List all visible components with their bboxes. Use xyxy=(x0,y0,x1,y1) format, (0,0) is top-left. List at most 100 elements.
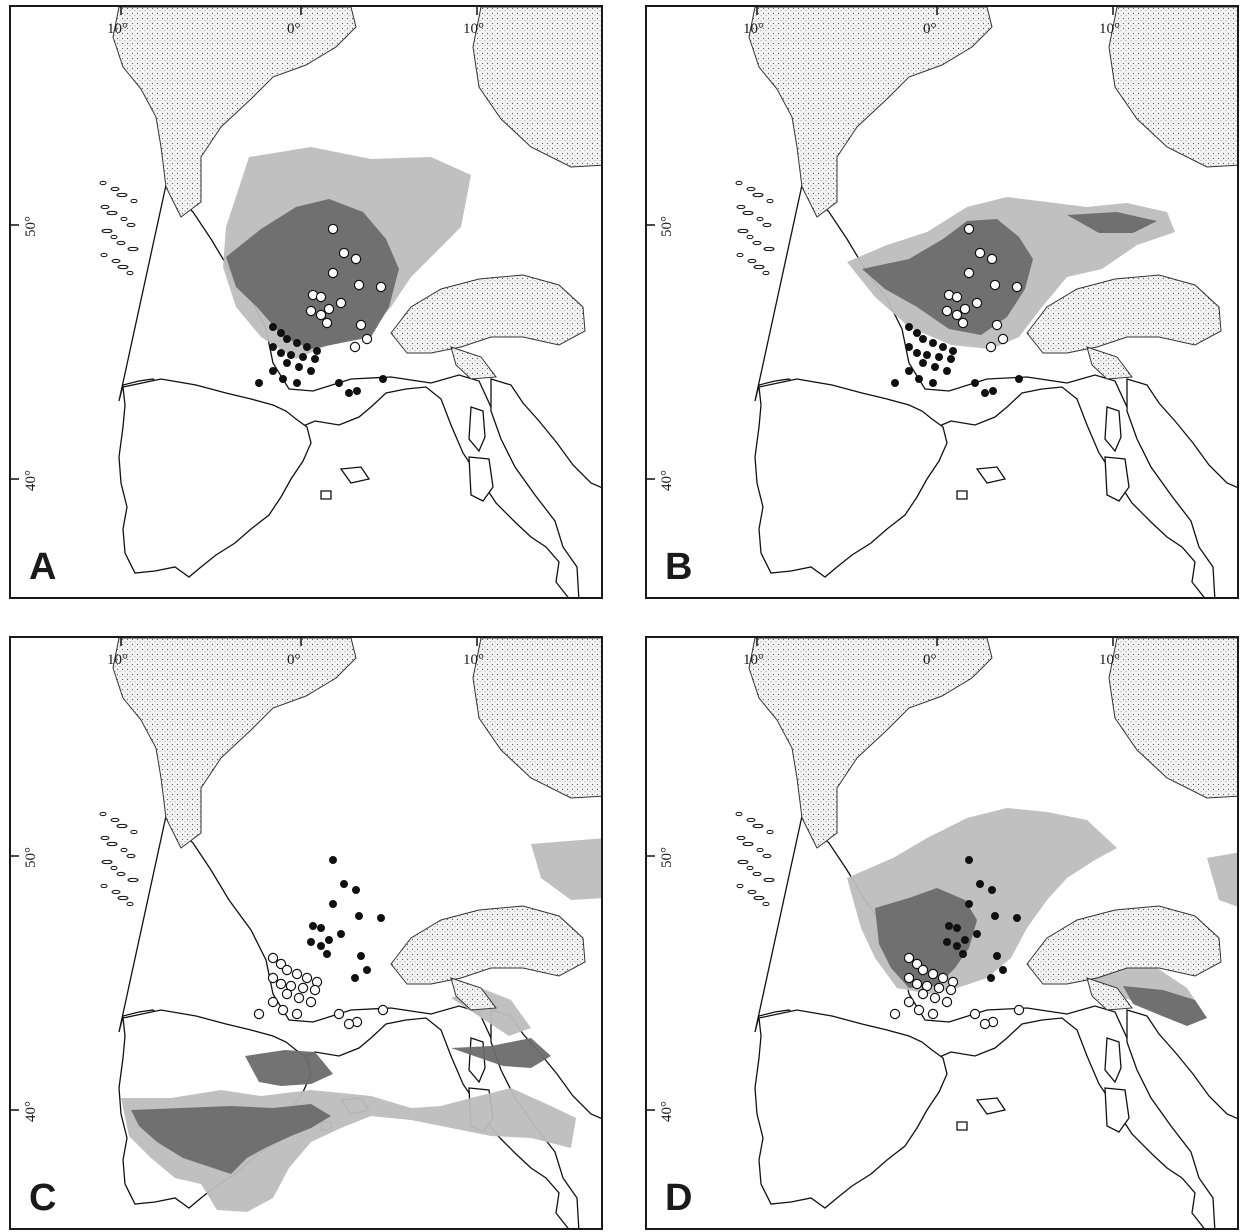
south-point-0 xyxy=(903,952,915,964)
dinaric-ice-cap xyxy=(1086,977,1133,1011)
south-point-12 xyxy=(931,363,940,372)
islet-15 xyxy=(762,270,770,276)
south-point-11 xyxy=(917,988,929,1000)
islet-4 xyxy=(736,835,746,841)
islet-8 xyxy=(737,859,749,865)
lon-label-2: 10° xyxy=(1099,652,1120,668)
south-point-12 xyxy=(929,992,941,1004)
north-point-4 xyxy=(355,912,364,921)
south-point-5 xyxy=(949,347,958,356)
south-point-15 xyxy=(277,1004,289,1016)
south-point-7 xyxy=(911,978,923,990)
south-point-4 xyxy=(301,972,313,984)
italian-peninsula xyxy=(1126,378,1237,597)
suitability-high-0 xyxy=(862,219,1033,335)
south-point-11 xyxy=(283,359,292,368)
south-point-7 xyxy=(913,349,922,358)
atlantic-islets xyxy=(735,180,775,276)
south-point-4 xyxy=(303,343,312,352)
south-point-0 xyxy=(267,952,279,964)
north-point-8 xyxy=(323,303,335,315)
scandinavian-ice-sheet xyxy=(1108,638,1237,799)
south-point-14 xyxy=(943,367,952,376)
british-ice-sheet xyxy=(112,638,357,849)
south-point-13 xyxy=(269,367,278,376)
south-point-3 xyxy=(929,339,938,348)
islet-2 xyxy=(752,192,764,198)
ice-layer xyxy=(112,638,601,1011)
south-point-19 xyxy=(353,387,362,396)
south-point-8 xyxy=(287,351,296,360)
north-point-13 xyxy=(951,291,963,303)
south-point-9 xyxy=(299,353,308,362)
north-point-5 xyxy=(375,281,387,293)
south-point-20 xyxy=(981,389,990,398)
corsica-island xyxy=(1104,406,1122,453)
lat-label-0: 50° xyxy=(659,216,675,237)
north-point-3 xyxy=(965,900,974,909)
north-point-15 xyxy=(349,341,361,353)
map-panel-c: 10° 0° 10° 50° 40° C xyxy=(9,636,603,1230)
north-point-7 xyxy=(973,930,982,939)
south-point-12 xyxy=(295,363,304,372)
north-point-8 xyxy=(325,936,334,945)
lon-label-2: 10° xyxy=(463,21,484,37)
north-point-3 xyxy=(329,900,338,909)
north-point-11 xyxy=(993,952,1002,961)
islet-9 xyxy=(110,865,118,871)
suitability-high-2 xyxy=(451,1038,551,1068)
north-point-2 xyxy=(350,253,362,265)
islet-3 xyxy=(130,829,138,835)
occurrence-points xyxy=(253,856,389,1030)
british-ice-sheet xyxy=(748,7,993,218)
north-point-11 xyxy=(355,319,367,331)
islet-9 xyxy=(746,865,754,871)
panel-label-d: D xyxy=(665,1177,693,1219)
north-point-0 xyxy=(963,223,975,235)
islet-13 xyxy=(111,258,121,264)
north-point-4 xyxy=(991,912,1000,921)
south-point-4 xyxy=(937,972,949,984)
north-point-14 xyxy=(363,966,372,975)
atlantic-islets xyxy=(99,180,139,276)
south-point-18 xyxy=(335,379,344,388)
islet-7 xyxy=(126,222,136,228)
lon-label-1: 0° xyxy=(923,21,937,37)
north-point-2 xyxy=(988,886,997,895)
map-svg-c: 10° 0° 10° 50° 40° xyxy=(11,638,601,1228)
south-point-11 xyxy=(919,359,928,368)
south-point-21 xyxy=(1013,1004,1025,1016)
south-point-1 xyxy=(911,958,923,970)
islet-10 xyxy=(116,871,126,877)
north-point-4 xyxy=(353,279,365,291)
north-point-8 xyxy=(959,303,971,315)
islet-10 xyxy=(752,240,762,246)
north-point-13 xyxy=(317,924,326,933)
sardinia-island xyxy=(1104,1087,1130,1133)
north-point-10 xyxy=(323,950,332,959)
lon-label-1: 0° xyxy=(287,652,301,668)
occurrence-points xyxy=(891,223,1024,398)
scandinavian-ice-sheet xyxy=(1108,7,1237,168)
south-point-2 xyxy=(919,335,928,344)
islet-3 xyxy=(130,198,138,204)
south-point-7 xyxy=(277,349,286,358)
islet-0 xyxy=(99,811,107,817)
islet-7 xyxy=(762,853,772,859)
islet-11 xyxy=(127,877,139,883)
north-point-15 xyxy=(351,974,360,983)
south-point-10 xyxy=(945,984,957,996)
islet-9 xyxy=(746,234,754,240)
north-point-3 xyxy=(963,267,975,279)
south-point-9 xyxy=(935,353,944,362)
south-point-8 xyxy=(923,351,932,360)
alpine-ice-sheet xyxy=(390,274,586,354)
corsica-island xyxy=(1104,1037,1122,1084)
north-point-10 xyxy=(957,317,969,329)
lon-label-2: 10° xyxy=(463,652,484,668)
north-point-9 xyxy=(951,309,963,321)
lon-label-0: 10° xyxy=(107,21,128,37)
south-point-0 xyxy=(269,323,278,332)
ibiza-island xyxy=(320,490,332,500)
islet-1 xyxy=(746,817,756,823)
